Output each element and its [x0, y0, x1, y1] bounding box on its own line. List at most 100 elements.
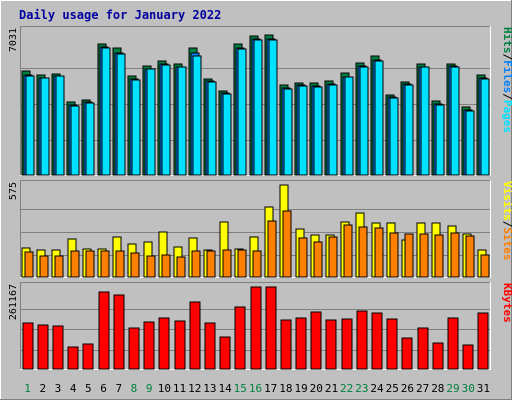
bar-sites-day-25: [389, 232, 399, 278]
bar-pages-day-18: [283, 88, 293, 176]
bar-pages-day-13: [207, 81, 217, 176]
bar-pages-day-10: [161, 64, 171, 176]
bar-kbytes-day-18: [280, 319, 292, 370]
bar-kbytes-day-28: [432, 342, 444, 370]
legend-part: KBytes: [501, 283, 512, 323]
bar-kbytes-day-5: [82, 343, 94, 370]
bar-sites-day-28: [434, 234, 444, 278]
legend-part: Files: [501, 60, 512, 93]
bar-pages-day-3: [55, 75, 65, 176]
bar-pages-day-5: [85, 102, 95, 176]
bar-pages-day-1: [25, 75, 35, 176]
bar-sites-day-29: [450, 232, 460, 278]
bar-sites-day-22: [343, 224, 353, 278]
bar-sites-day-14: [222, 249, 232, 278]
series-legend: Visits/Sites: [501, 181, 512, 261]
day-label-22: 22: [340, 382, 353, 395]
bar-kbytes-day-14: [219, 336, 231, 370]
legend-part: Hits: [501, 27, 512, 54]
day-label-24: 24: [370, 382, 384, 395]
bar-kbytes-day-29: [447, 317, 459, 370]
bar-kbytes-day-10: [158, 317, 170, 370]
bar-pages-day-29: [450, 66, 460, 176]
bar-kbytes-day-16: [250, 286, 262, 370]
day-label-18: 18: [279, 382, 292, 395]
bar-sites-day-27: [419, 233, 429, 278]
day-label-26: 26: [401, 382, 414, 395]
bar-sites-day-31: [480, 254, 490, 278]
bar-pages-day-8: [131, 79, 141, 176]
ymax-label: 575: [8, 182, 19, 200]
bar-kbytes-day-6: [98, 291, 110, 370]
bar-kbytes-day-24: [371, 312, 383, 370]
bar-sites-day-23: [358, 226, 368, 278]
bar-kbytes-day-4: [67, 346, 79, 370]
bar-sites-day-7: [115, 250, 125, 278]
bar-kbytes-day-21: [325, 319, 337, 370]
bar-pages-day-11: [177, 66, 187, 176]
bar-sites-day-20: [313, 241, 323, 278]
day-label-30: 30: [462, 382, 475, 395]
bar-kbytes-day-31: [477, 312, 489, 370]
day-label-21: 21: [325, 382, 338, 395]
day-label-15: 15: [234, 382, 247, 395]
bar-sites-day-9: [146, 255, 156, 278]
day-label-29: 29: [446, 382, 459, 395]
series-legend: KBytes: [501, 283, 512, 323]
legend-part: /: [501, 54, 512, 61]
bar-kbytes-day-9: [143, 321, 155, 370]
bar-kbytes-day-13: [204, 322, 216, 370]
day-label-9: 9: [146, 382, 153, 395]
bar-pages-day-31: [480, 78, 490, 176]
bar-sites-day-4: [70, 250, 80, 278]
bar-pages-day-17: [268, 39, 278, 176]
day-label-7: 7: [115, 382, 122, 395]
day-label-25: 25: [386, 382, 399, 395]
bar-pages-day-14: [222, 93, 232, 176]
bar-kbytes-day-12: [189, 301, 201, 370]
bar-pages-day-21: [328, 84, 338, 176]
day-label-10: 10: [158, 382, 171, 395]
panel-kbytes: 261167 KBytes: [8, 282, 512, 370]
bar-sites-day-5: [85, 250, 95, 278]
bar-kbytes-day-2: [37, 324, 49, 370]
bar-kbytes-day-19: [295, 317, 307, 370]
bar-pages-day-6: [101, 47, 111, 176]
bar-pages-day-7: [116, 53, 126, 176]
bar-pages-day-25: [389, 97, 399, 176]
bar-pages-day-24: [374, 60, 384, 176]
day-label-14: 14: [218, 382, 232, 395]
bar-sites-day-8: [130, 252, 140, 278]
bar-kbytes-day-3: [52, 325, 64, 370]
day-label-3: 3: [55, 382, 62, 395]
bar-sites-day-1: [24, 251, 34, 278]
bar-pages-day-4: [70, 105, 80, 176]
day-label-6: 6: [100, 382, 107, 395]
bar-sites-day-18: [282, 210, 292, 278]
bar-pages-day-15: [237, 48, 247, 176]
chart-title: Daily usage for January 2022: [19, 8, 221, 22]
day-label-4: 4: [70, 382, 77, 395]
day-label-19: 19: [294, 382, 307, 395]
bar-pages-day-9: [146, 68, 156, 176]
bar-kbytes-day-23: [356, 310, 368, 370]
bar-pages-day-30: [465, 110, 475, 176]
bar-sites-day-15: [237, 249, 247, 278]
bar-kbytes-day-20: [310, 311, 322, 370]
legend-part: /: [501, 221, 512, 228]
day-label-12: 12: [188, 382, 201, 395]
day-label-31: 31: [477, 382, 490, 395]
ymax-label: 261167: [8, 284, 19, 320]
day-label-13: 13: [203, 382, 216, 395]
bar-pages-day-12: [192, 55, 202, 176]
bar-sites-day-10: [161, 254, 171, 278]
legend-part: Pages: [501, 100, 512, 133]
chart-panels: 7031Hits/Files/Pages575Visits/Sites26116…: [8, 26, 512, 370]
bar-kbytes-day-17: [265, 286, 277, 370]
bar-sites-day-30: [465, 235, 475, 278]
bar-kbytes-day-7: [113, 294, 125, 370]
bar-kbytes-day-1: [22, 322, 34, 370]
bar-pages-day-19: [298, 85, 308, 176]
bar-kbytes-day-26: [401, 337, 413, 370]
